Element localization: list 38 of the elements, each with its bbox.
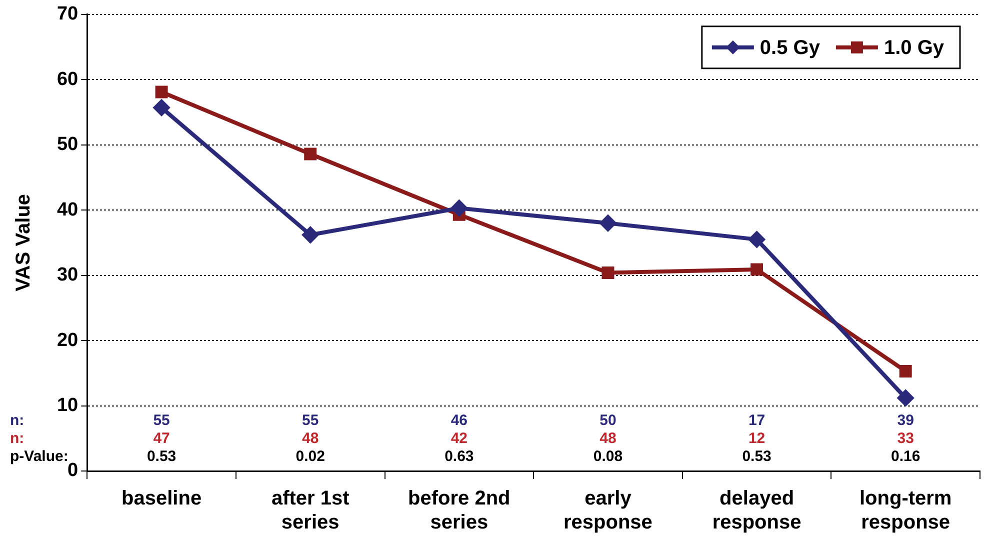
x-tick-label: after 1st series xyxy=(271,488,350,534)
y-tick-label: 30 xyxy=(56,264,78,286)
y-tick-label: 10 xyxy=(56,395,78,416)
annotation: 48 xyxy=(302,430,319,448)
annotation: 0.53 xyxy=(742,448,772,466)
annotation: 55 xyxy=(153,412,170,430)
annotation: 50 xyxy=(600,412,616,430)
annotation: 47 xyxy=(153,430,170,448)
text: n: xyxy=(10,412,24,430)
annotation: 17 xyxy=(748,412,766,430)
y-tick-label: 40 xyxy=(56,199,78,220)
annotation: 12 xyxy=(748,430,766,448)
annotation: 55 xyxy=(302,412,319,430)
annotation: 0.63 xyxy=(444,448,474,466)
x-tick-label: before 2nd series xyxy=(408,488,510,534)
text: n: xyxy=(10,430,24,448)
annotation: 33 xyxy=(897,430,914,448)
legend-label: 1.0 Gy xyxy=(884,36,945,59)
annotation: 0.08 xyxy=(593,448,623,466)
y-tick-label: 60 xyxy=(56,68,78,90)
annotation: 0.16 xyxy=(890,448,920,466)
x-tick-label: delayed response xyxy=(712,488,802,534)
annotation: 0.53 xyxy=(146,448,176,466)
x-tick-label: long-term response xyxy=(859,488,952,534)
y-tick-label: 0 xyxy=(68,460,78,482)
annotation: 0.02 xyxy=(296,448,325,466)
legend-label: 0.5 Gy xyxy=(760,36,821,59)
annotation: 39 xyxy=(897,412,914,430)
y-axis-title: VAS Value xyxy=(12,194,35,292)
y-tick-label: 20 xyxy=(56,330,78,351)
annotation: 42 xyxy=(450,430,468,448)
text: p-Value: xyxy=(10,448,68,466)
y-tick-label: 50 xyxy=(56,134,78,156)
annotation: 48 xyxy=(600,430,616,448)
annotation: 46 xyxy=(450,412,468,430)
x-tick-label: early response xyxy=(564,488,652,534)
x-tick-label: baseline xyxy=(122,488,202,510)
y-tick-label: 70 xyxy=(56,4,78,25)
